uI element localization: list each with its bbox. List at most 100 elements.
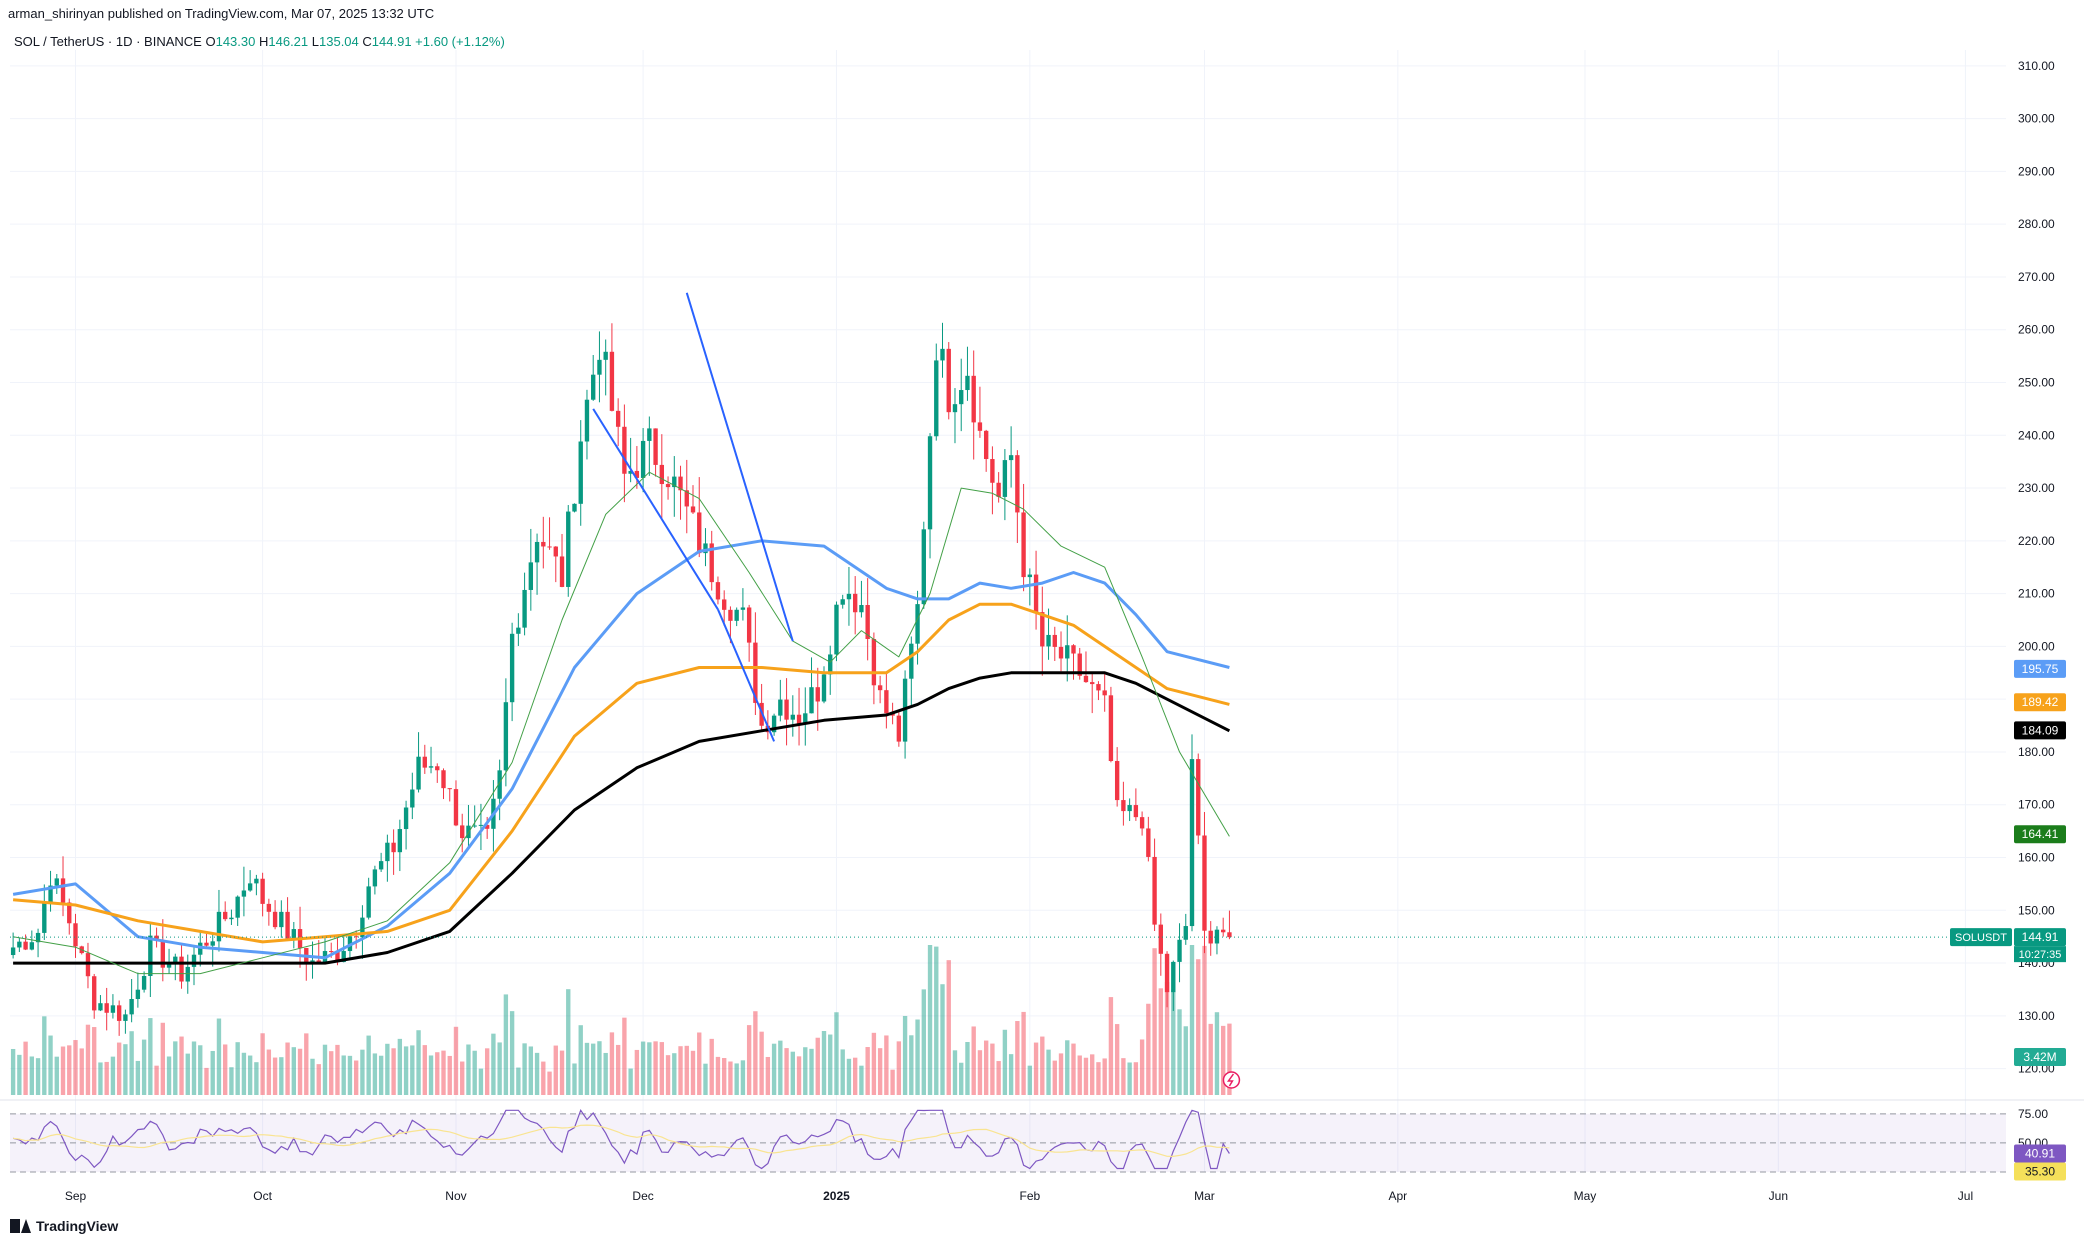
- volume-bar: [597, 1041, 602, 1095]
- candle: [647, 416, 652, 476]
- candle: [410, 772, 415, 820]
- candle-body: [846, 593, 852, 600]
- volume-bar: [1177, 1009, 1182, 1095]
- candle: [310, 941, 315, 979]
- candle-body: [92, 976, 97, 1011]
- candle-body: [160, 940, 166, 968]
- candle: [1008, 426, 1014, 488]
- candle: [85, 942, 91, 989]
- moving-average-line: [13, 671, 1231, 965]
- volume-bar: [372, 1053, 378, 1095]
- volume-bar: [304, 1033, 309, 1095]
- candle-body: [1133, 805, 1139, 818]
- candle-body: [335, 951, 340, 963]
- volume-bar: [1133, 1062, 1139, 1095]
- candle-body: [1221, 929, 1226, 933]
- candle-body: [584, 399, 590, 442]
- candle-body: [715, 582, 721, 600]
- volume-bar: [297, 1048, 303, 1095]
- tradingview-footer[interactable]: TradingView: [10, 1218, 118, 1234]
- volume-bar: [921, 989, 926, 1095]
- candle-body: [1189, 759, 1195, 927]
- candle: [734, 607, 739, 627]
- candle: [42, 884, 47, 940]
- candle: [634, 446, 640, 489]
- candle-body: [154, 935, 159, 941]
- candle-body: [946, 348, 951, 413]
- volume-bar: [996, 1061, 1001, 1095]
- volume-bar: [198, 1045, 203, 1095]
- candle: [877, 675, 883, 704]
- volume-bar: [410, 1045, 415, 1095]
- candle-body: [659, 464, 665, 485]
- volume-bar: [622, 1017, 627, 1095]
- lightning-icon-circle: [1222, 1071, 1241, 1089]
- volume-bar: [1227, 1023, 1232, 1095]
- candle-body: [541, 541, 546, 547]
- candle-body: [865, 605, 870, 640]
- volume-bar: [466, 1044, 471, 1095]
- tradingview-logo-icon: [10, 1219, 31, 1233]
- volume-bar: [92, 1027, 97, 1095]
- price-label-badge: 164.41: [2014, 825, 2066, 844]
- candle-body: [965, 375, 970, 391]
- legend-low: 135.04: [319, 34, 359, 49]
- candle: [23, 934, 28, 951]
- volume-bar: [322, 1044, 328, 1095]
- candle-body: [553, 546, 558, 557]
- volume-bar: [1196, 959, 1201, 1095]
- candle-body: [1071, 645, 1076, 654]
- candle-body: [815, 687, 820, 702]
- volume-bar: [35, 1058, 41, 1095]
- volume-label-bg: [2014, 1048, 2066, 1066]
- volume-bar: [915, 1019, 920, 1095]
- volume-bar: [1164, 982, 1170, 1095]
- candle: [191, 945, 197, 986]
- volume-bar: [896, 1041, 902, 1095]
- volume-bar: [765, 1056, 771, 1095]
- candle-body: [104, 1003, 109, 1013]
- volume-bar: [1121, 1058, 1126, 1095]
- volume-bar: [1208, 1023, 1213, 1095]
- candle: [784, 678, 789, 746]
- candle-body: [1121, 800, 1126, 812]
- candle-body: [478, 824, 484, 826]
- volume-bar: [10, 1048, 16, 1095]
- candle: [54, 873, 59, 894]
- price-tick-label: 290.00: [2018, 164, 2055, 178]
- candle-body: [378, 861, 384, 870]
- rsi-band: [10, 1113, 2006, 1172]
- candle: [990, 446, 995, 515]
- candle-body: [247, 883, 253, 891]
- candle: [959, 358, 964, 432]
- candle: [640, 428, 646, 493]
- candle-body: [235, 896, 240, 918]
- candle-body: [54, 878, 59, 886]
- time-tick-label: 2025: [823, 1189, 850, 1203]
- candle: [1065, 615, 1070, 682]
- volume-bar: [484, 1048, 490, 1095]
- price-label-badge: 195.75: [2014, 659, 2066, 678]
- volume-bar: [715, 1056, 721, 1095]
- price-axis: 310.00 300.00 290.00 280.00 270.00 260.00 250.…: [1950, 59, 2066, 1181]
- candle-body: [29, 942, 35, 950]
- candle: [541, 516, 546, 569]
- volume-bar: [154, 1065, 159, 1095]
- candle-body: [909, 643, 914, 679]
- rsi-value-bg: [2014, 1144, 2066, 1163]
- candle-body: [609, 351, 615, 411]
- candle: [1189, 734, 1195, 932]
- time-tick-label: Jun: [1769, 1189, 1788, 1203]
- candle-body: [684, 490, 689, 507]
- candle-body: [1002, 460, 1008, 497]
- time-tick-label: Dec: [632, 1189, 653, 1203]
- candle: [1177, 923, 1182, 983]
- candle-body: [116, 1005, 122, 1021]
- candle: [659, 434, 665, 521]
- candle-body: [279, 911, 284, 928]
- legend-symbol[interactable]: SOL / TetherUS · 1D · BINANCE: [14, 34, 202, 49]
- volume-bar: [1027, 1065, 1033, 1095]
- volume-bar: [959, 1062, 964, 1095]
- candle: [940, 322, 945, 378]
